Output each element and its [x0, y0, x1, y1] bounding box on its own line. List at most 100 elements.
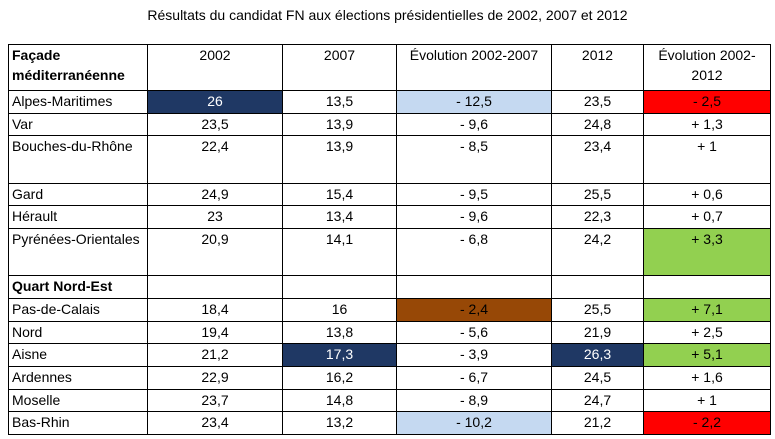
- value-cell-evo0207: - 9,6: [396, 112, 552, 137]
- value-cell-evo0212: + 1: [643, 135, 771, 184]
- department-name: Var: [8, 112, 148, 137]
- value-cell-y2012: 26,3: [551, 343, 644, 367]
- value-cell-y2012: 25,5: [551, 298, 644, 322]
- value-cell-y2002: 26: [147, 90, 283, 114]
- value-cell-evo0207: - 5,6: [396, 320, 552, 345]
- value-cell-y2012: 24,7: [551, 388, 644, 413]
- value-cell-evo0212: - 2,5: [643, 90, 771, 114]
- value-cell-y2002: 21,2: [147, 343, 283, 367]
- empty-cell: [282, 275, 397, 300]
- column-header-2007: 2007: [282, 44, 397, 91]
- table-row: Aisne 21,2 17,3- 3,9 26,3 + 5,1: [8, 343, 771, 367]
- value-cell-evo0207: - 3,9: [396, 343, 552, 367]
- value-cell-y2002: 22,9: [147, 366, 283, 390]
- value-cell-evo0207: - 9,6: [396, 205, 552, 229]
- column-header-evolution-2002-2012: Évolution 2002-2012: [643, 44, 771, 91]
- table-row: Bas-Rhin 23,4 13,2- 10,2 21,2- 2,2: [8, 411, 771, 435]
- department-name: Aisne: [8, 343, 148, 367]
- value-cell-evo0207: - 2,4: [396, 298, 552, 322]
- value-cell-evo0207: - 8,9: [396, 388, 552, 413]
- value-cell-y2007: 13,4: [282, 205, 397, 229]
- value-cell-y2002: 23,7: [147, 388, 283, 413]
- value-cell-y2012: 21,2: [551, 411, 644, 435]
- value-cell-evo0212: + 7,1: [643, 298, 771, 322]
- table-row: Pyrénées-Orientales 20,9 14,1- 6,8 24,2 + 3,…: [8, 227, 771, 277]
- header-row: Façade méditerranéenne 2002 2007 Évoluti…: [8, 44, 771, 91]
- department-name: Bouches-du-Rhône: [8, 135, 148, 184]
- value-cell-y2012: 25,5: [551, 182, 644, 207]
- department-name: Nord: [8, 320, 148, 345]
- value-cell-y2012: 24,8: [551, 112, 644, 137]
- value-cell-y2007: 13,9: [282, 112, 397, 137]
- value-cell-evo0212: + 1,6: [643, 366, 771, 390]
- value-cell-y2007: 13,8: [282, 320, 397, 345]
- value-cell-y2002: 23,5: [147, 112, 283, 137]
- value-cell-y2002: 20,9: [147, 227, 283, 277]
- value-cell-evo0212: + 1,3: [643, 112, 771, 137]
- value-cell-evo0212: - 2,2: [643, 411, 771, 435]
- department-name: Pas-de-Calais: [8, 298, 148, 322]
- empty-cell: [147, 275, 283, 300]
- value-cell-evo0212: + 5,1: [643, 343, 771, 367]
- value-cell-y2007: 14,1: [282, 227, 397, 277]
- empty-cell: [643, 275, 771, 300]
- value-cell-y2012: 23,5: [551, 90, 644, 114]
- table-row: Gard 24,9 15,4- 9,5 25,5 + 0,6: [8, 182, 771, 207]
- department-name: Gard: [8, 182, 148, 207]
- department-name: Alpes-Maritimes: [8, 90, 148, 114]
- value-cell-evo0207: - 12,5: [396, 90, 552, 114]
- value-cell-y2007: 17,3: [282, 343, 397, 367]
- value-cell-y2002: 22,4: [147, 135, 283, 184]
- value-cell-y2002: 23,4: [147, 411, 283, 435]
- table-row: Hérault 23 13,4- 9,6 22,3 + 0,7: [8, 205, 771, 229]
- value-cell-y2012: 24,2: [551, 227, 644, 277]
- value-cell-evo0212: + 0,6: [643, 182, 771, 207]
- value-cell-y2002: 23: [147, 205, 283, 229]
- column-header-2012: 2012: [551, 44, 644, 91]
- department-name: Bas-Rhin: [8, 411, 148, 435]
- value-cell-y2002: 18,4: [147, 298, 283, 322]
- column-header-2002: 2002: [147, 44, 283, 91]
- value-cell-y2007: 13,2: [282, 411, 397, 435]
- section-label: Quart Nord-Est: [8, 275, 148, 300]
- value-cell-y2007: 16: [282, 298, 397, 322]
- value-cell-y2002: 19,4: [147, 320, 283, 345]
- value-cell-y2007: 13,5: [282, 90, 397, 114]
- value-cell-y2007: 16,2: [282, 366, 397, 390]
- value-cell-y2012: 24,5: [551, 366, 644, 390]
- column-header-evolution-2002-2007: Évolution 2002-2007: [396, 44, 552, 91]
- value-cell-evo0212: + 0,7: [643, 205, 771, 229]
- table-row: Ardennes 22,9 16,2- 6,7 24,5 + 1,6: [8, 366, 771, 390]
- table-row: Pas-de-Calais 18,4 16- 2,4 25,5 + 7,1: [8, 298, 771, 322]
- value-cell-y2012: 22,3: [551, 205, 644, 229]
- value-cell-y2012: 23,4: [551, 135, 644, 184]
- value-cell-evo0212: + 1: [643, 388, 771, 413]
- table-row: Moselle 23,7 14,8- 8,9 24,7 + 1: [8, 388, 771, 413]
- table-row: Bouches-du-Rhône 22,4 13,9- 8,5 23,4 + 1: [8, 135, 771, 184]
- empty-cell: [396, 275, 552, 300]
- value-cell-evo0207: - 6,7: [396, 366, 552, 390]
- value-cell-y2012: 21,9: [551, 320, 644, 345]
- department-name: Ardennes: [8, 366, 148, 390]
- value-cell-evo0207: - 9,5: [396, 182, 552, 207]
- page-title: Résultats du candidat FN aux élections p…: [147, 7, 628, 23]
- value-cell-evo0212: + 2,5: [643, 320, 771, 345]
- empty-cell: [551, 275, 644, 300]
- value-cell-y2007: 14,8: [282, 388, 397, 413]
- column-header-region: Façade méditerranéenne: [8, 44, 148, 91]
- value-cell-evo0207: - 8,5: [396, 135, 552, 184]
- section-row: Quart Nord-Est: [8, 275, 771, 300]
- value-cell-evo0212: + 3,3: [643, 227, 771, 277]
- value-cell-y2002: 24,9: [147, 182, 283, 207]
- value-cell-y2007: 13,9: [282, 135, 397, 184]
- department-name: Moselle: [8, 388, 148, 413]
- table-row: Alpes-Maritimes 26 13,5- 12,5 23,5- 2,5: [8, 90, 771, 114]
- department-name: Hérault: [8, 205, 148, 229]
- value-cell-y2007: 15,4: [282, 182, 397, 207]
- table-row: Nord 19,4 13,8- 5,6 21,9 + 2,5: [8, 320, 771, 345]
- department-name: Pyrénées-Orientales: [8, 227, 148, 277]
- value-cell-evo0207: - 6,8: [396, 227, 552, 277]
- table-body: Alpes-Maritimes 26 13,5- 12,5 23,5- 2,5 Var 2…: [8, 90, 771, 435]
- results-table: Façade méditerranéenne 2002 2007 Évoluti…: [8, 44, 771, 435]
- table-row: Var 23,5 13,9- 9,6 24,8 + 1,3: [8, 112, 771, 137]
